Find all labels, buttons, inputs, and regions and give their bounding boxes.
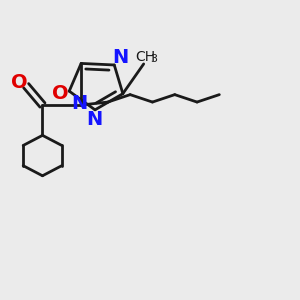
Text: O: O [11,73,28,92]
Text: N: N [86,110,103,129]
Text: O: O [52,84,68,103]
Text: 3: 3 [150,55,157,64]
Text: CH: CH [135,50,155,64]
Text: N: N [112,48,129,68]
Text: N: N [71,94,88,113]
